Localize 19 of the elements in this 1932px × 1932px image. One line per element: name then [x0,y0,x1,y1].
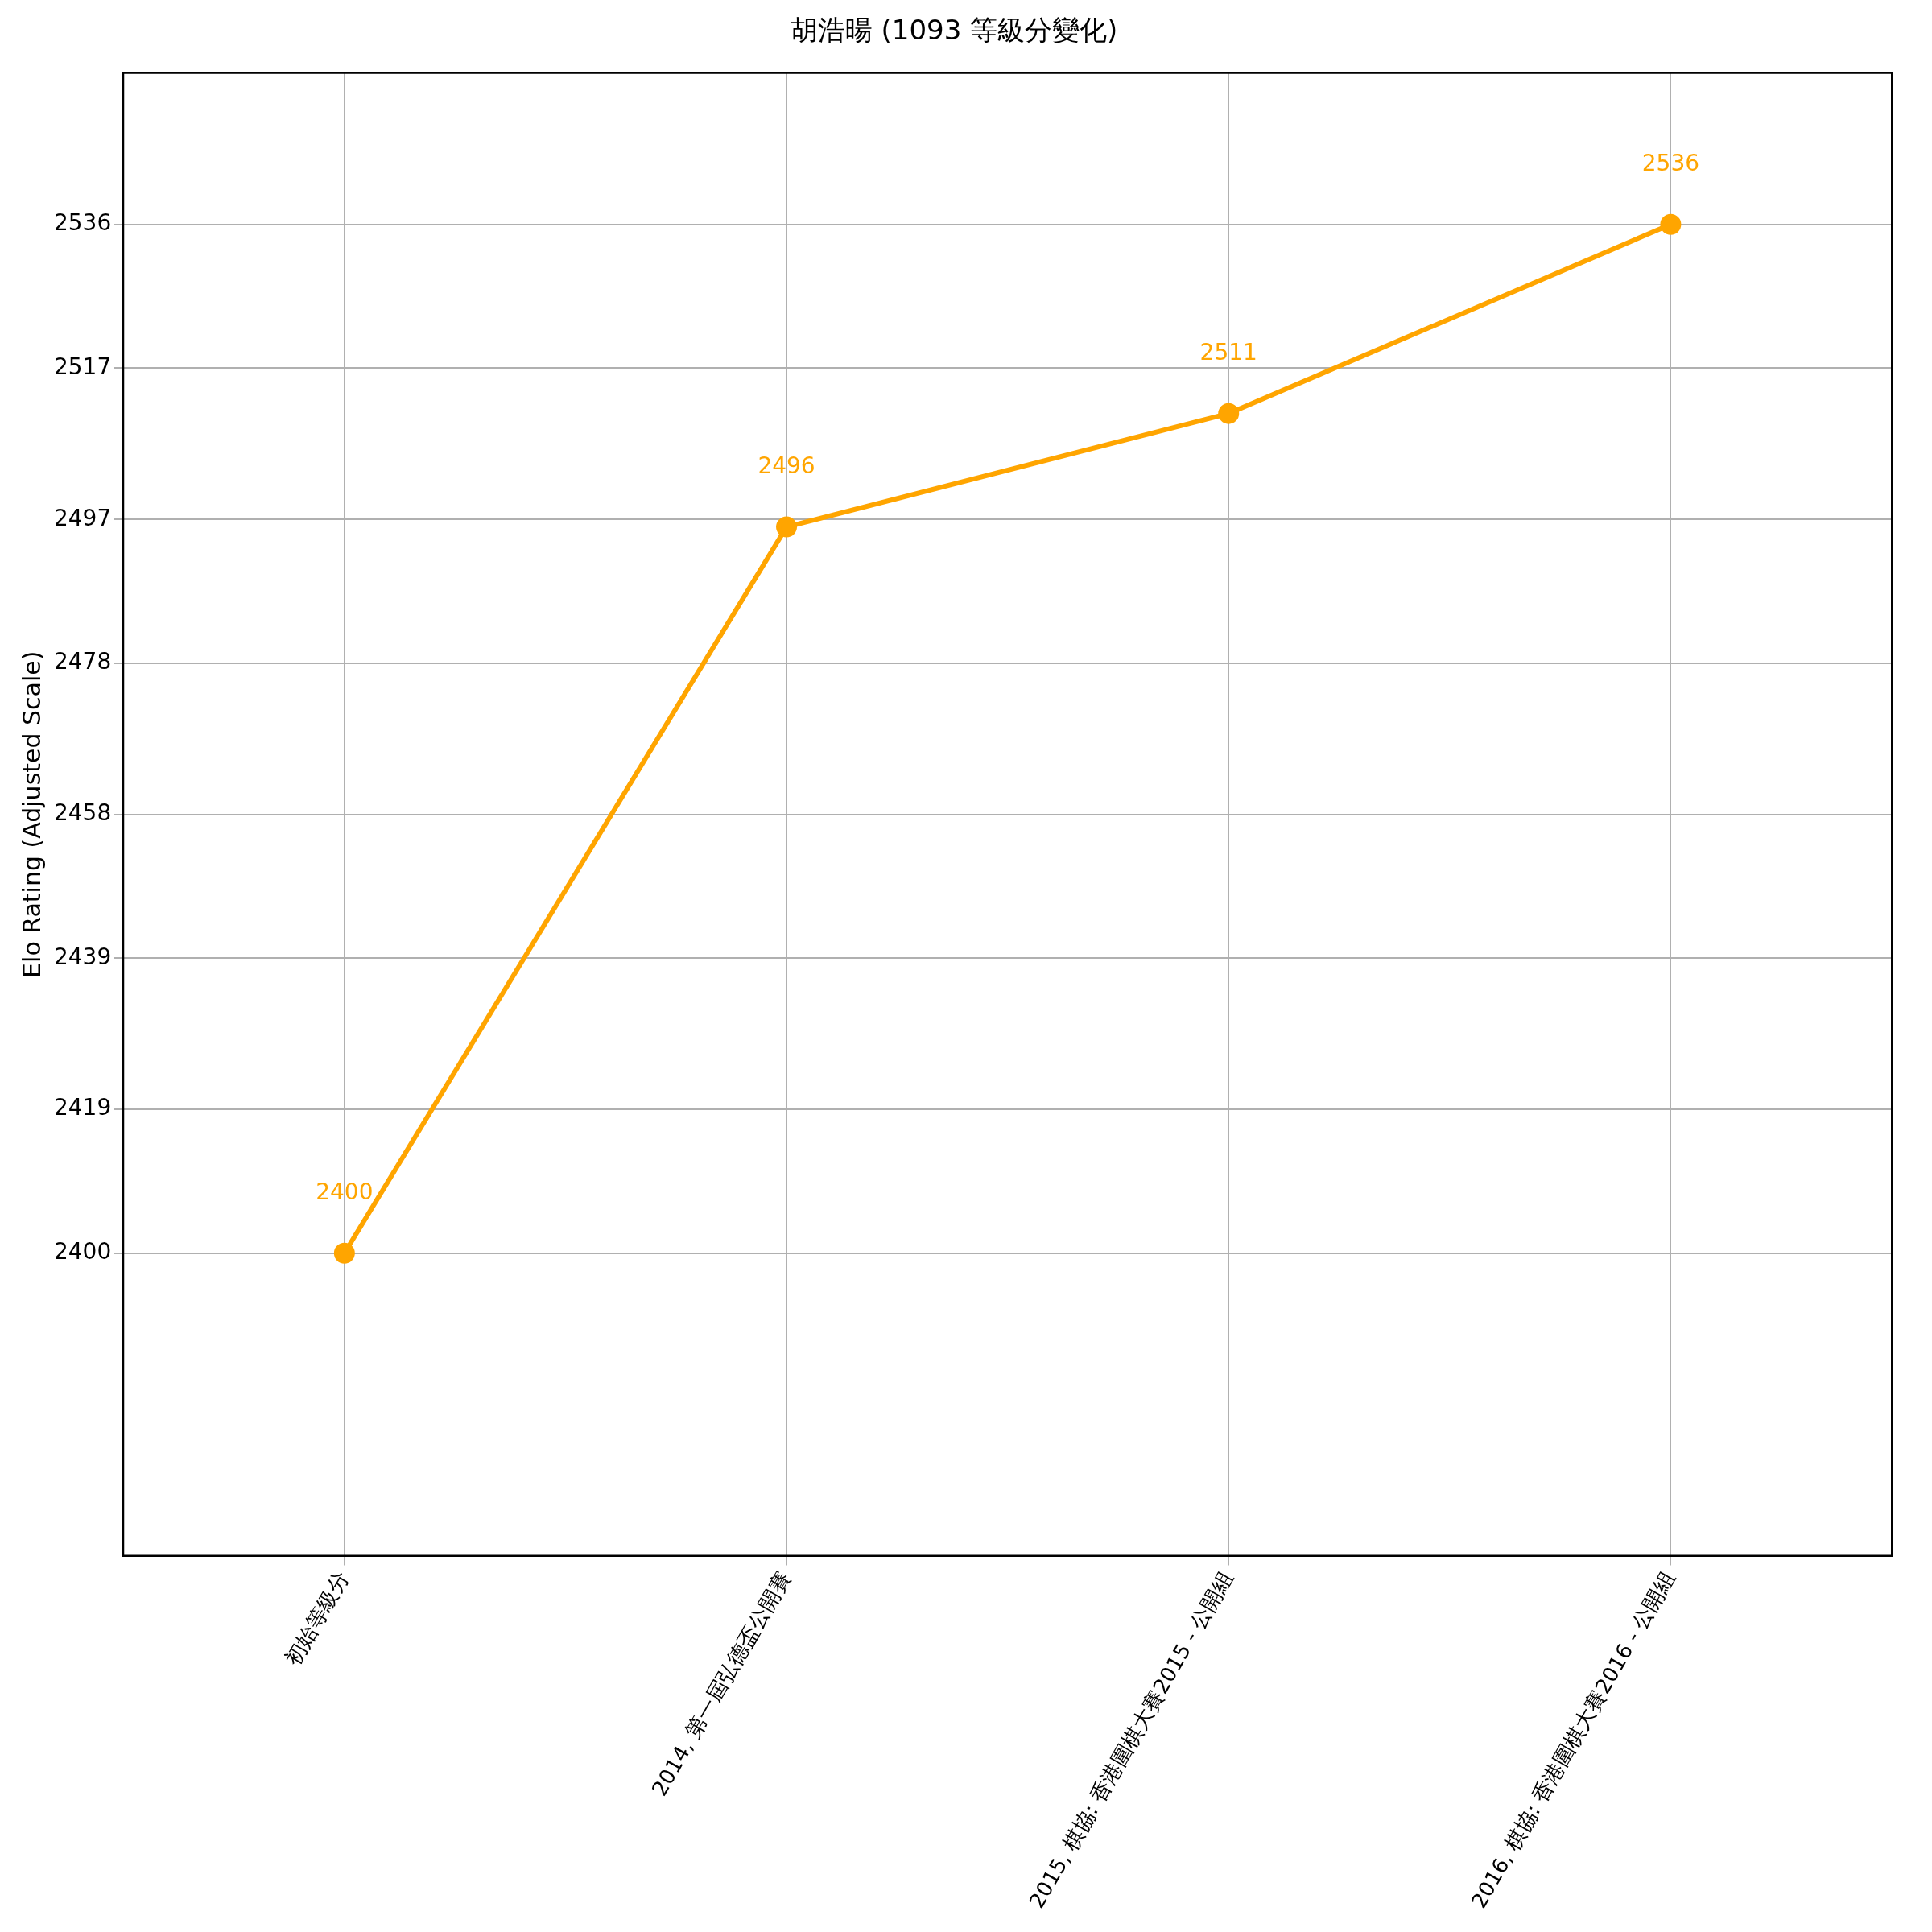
chart-title: 胡浩暘 (1093 等級分變化) [790,14,1118,47]
data-label: 2400 [316,1179,374,1206]
y-tick-label: 2536 [53,209,112,237]
x-tick-label: 初始等級分 [279,1567,353,1670]
point [776,516,798,538]
data-label: 2511 [1199,338,1257,365]
y-tick-label: 2419 [53,1094,112,1121]
point [1218,402,1240,424]
data-label: 2536 [1641,150,1700,177]
point [333,1242,355,1264]
y-tick-label: 2439 [53,943,112,970]
point [1660,213,1682,235]
y-tick-label: 2400 [53,1238,112,1265]
y-tick-label: 2458 [53,799,112,826]
y-tick-label: 2478 [53,648,112,675]
y-tick-label: 2517 [53,353,112,380]
data-label: 2496 [758,452,815,479]
y-tick-label: 2497 [53,504,112,531]
y-axis-title: Elo Rating (Adjusted Scale) [17,650,46,978]
